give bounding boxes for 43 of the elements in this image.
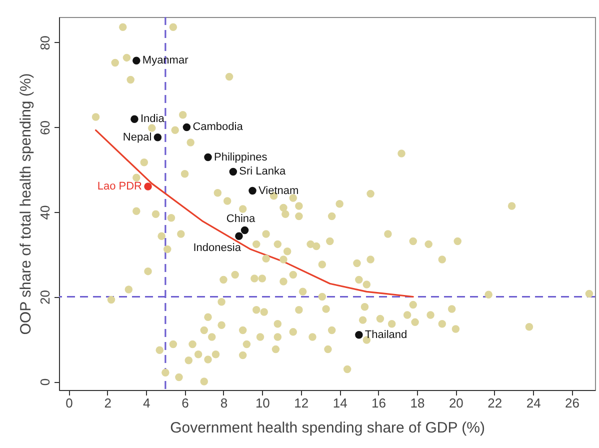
data-label: Nepal xyxy=(122,131,152,144)
data-label: Lao PDR xyxy=(97,180,142,193)
point xyxy=(144,182,152,190)
data-label: India xyxy=(140,113,166,126)
x-tick-label: 24 xyxy=(526,396,541,410)
x-tick-label: 20 xyxy=(448,396,464,410)
x-tick-label: 18 xyxy=(410,396,425,410)
x-tick-label: 12 xyxy=(294,396,309,410)
line-series xyxy=(94,129,414,298)
data-label: Indonesia xyxy=(193,242,242,254)
y-tick-label: 20 xyxy=(38,290,52,304)
x-tick-label: 14 xyxy=(332,396,348,410)
x-tick-label: 22 xyxy=(488,396,502,410)
x-axis-title: Government health spending share of GDP (%) xyxy=(170,420,485,436)
data-label: Sri Lanka xyxy=(239,166,287,178)
y-tick-label: 0 xyxy=(38,378,52,386)
data-label: Thailand xyxy=(364,328,408,341)
y-tick-label: 40 xyxy=(38,205,52,220)
x-tick-label: 6 xyxy=(182,396,189,410)
point xyxy=(132,56,140,65)
data-label: China xyxy=(226,213,256,226)
data-label: Vietnam xyxy=(258,184,299,197)
point xyxy=(240,226,249,234)
x-tick-label: 2 xyxy=(104,396,112,410)
x-tick-label: 0 xyxy=(66,396,73,410)
point xyxy=(248,186,256,195)
x-tick-label: 4 xyxy=(142,396,150,410)
y-tick-label: 80 xyxy=(38,36,52,50)
data-label: Philippines xyxy=(214,151,268,164)
data-label: Cambodia xyxy=(192,121,244,134)
point xyxy=(235,232,243,240)
point xyxy=(355,331,363,339)
x-tick-label: 26 xyxy=(565,396,580,410)
point xyxy=(229,168,238,176)
x-tick-label: 8 xyxy=(220,396,228,410)
y-axis-title: OOP share of total health spending (%) xyxy=(18,73,34,335)
y-tick-label: 60 xyxy=(38,120,52,135)
point xyxy=(204,153,212,162)
x-tick-label: 16 xyxy=(372,396,386,410)
x-tick-label: 10 xyxy=(255,396,270,410)
point xyxy=(182,123,191,132)
point xyxy=(130,115,138,124)
point xyxy=(154,134,162,142)
